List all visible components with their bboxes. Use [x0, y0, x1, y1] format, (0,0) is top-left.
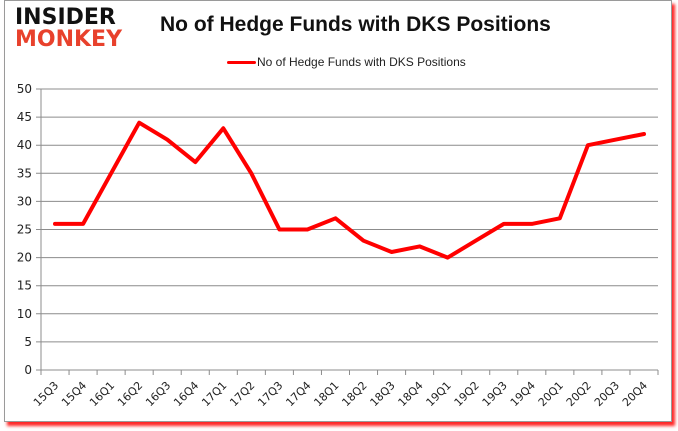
x-axis: 15Q315Q416Q116Q216Q316Q417Q117Q217Q317Q4…	[31, 370, 659, 409]
x-tick-label: 15Q4	[59, 379, 89, 409]
x-tick-label: 16Q3	[143, 379, 173, 409]
x-tick-label: 16Q2	[115, 379, 145, 409]
x-tick-label: 18Q3	[368, 379, 398, 409]
y-tick-label: 40	[17, 138, 32, 152]
y-axis: 0 5 10 15 20 25 30 35 40 45 50	[17, 82, 42, 377]
x-tick-label: 18Q4	[396, 379, 426, 409]
x-tick-label: 20Q4	[620, 379, 650, 409]
y-tick-label: 5	[24, 335, 32, 349]
x-tick-label: 17Q2	[227, 379, 257, 409]
x-tick-label: 18Q2	[339, 379, 369, 409]
legend-line-icon	[227, 60, 256, 64]
y-tick-label: 50	[17, 82, 32, 96]
x-tick-label: 19Q1	[424, 379, 454, 409]
logo-line-1: INSIDER	[15, 5, 116, 30]
y-tick-label: 25	[17, 223, 32, 237]
x-tick-label: 15Q3	[31, 379, 61, 409]
x-tick-label: 19Q4	[508, 379, 538, 409]
chart-legend: No of Hedge Funds with DKS Positions	[227, 55, 466, 69]
x-tick-label: 16Q1	[87, 379, 117, 409]
y-tick-label: 20	[17, 251, 32, 265]
x-tick-label: 17Q4	[283, 379, 313, 409]
y-tick-label: 10	[17, 307, 32, 321]
insider-monkey-logo: INSIDER MONKEY	[15, 7, 122, 51]
series-line	[53, 120, 646, 260]
logo-line-2: MONKEY	[15, 27, 123, 52]
y-tick-label: 30	[17, 194, 32, 208]
x-tick-label: 20Q2	[564, 379, 594, 409]
x-tick-label: 19Q3	[480, 379, 510, 409]
y-tick-label: 45	[17, 110, 32, 124]
x-tick-label: 16Q4	[171, 379, 201, 409]
gridlines	[36, 88, 658, 371]
x-tick-label: 17Q3	[255, 379, 285, 409]
y-tick-label: 0	[24, 363, 32, 377]
legend-label: No of Hedge Funds with DKS Positions	[257, 55, 466, 69]
x-tick-label: 19Q2	[452, 379, 482, 409]
y-tick-label: 15	[17, 279, 32, 293]
x-tick-label: 20Q1	[536, 379, 566, 409]
chart-title: No of Hedge Funds with DKS Positions	[160, 13, 551, 36]
x-tick-label: 18Q1	[311, 379, 341, 409]
x-tick-label: 20Q3	[592, 379, 622, 409]
y-tick-label: 35	[17, 166, 32, 180]
x-tick-label: 17Q1	[199, 379, 229, 409]
